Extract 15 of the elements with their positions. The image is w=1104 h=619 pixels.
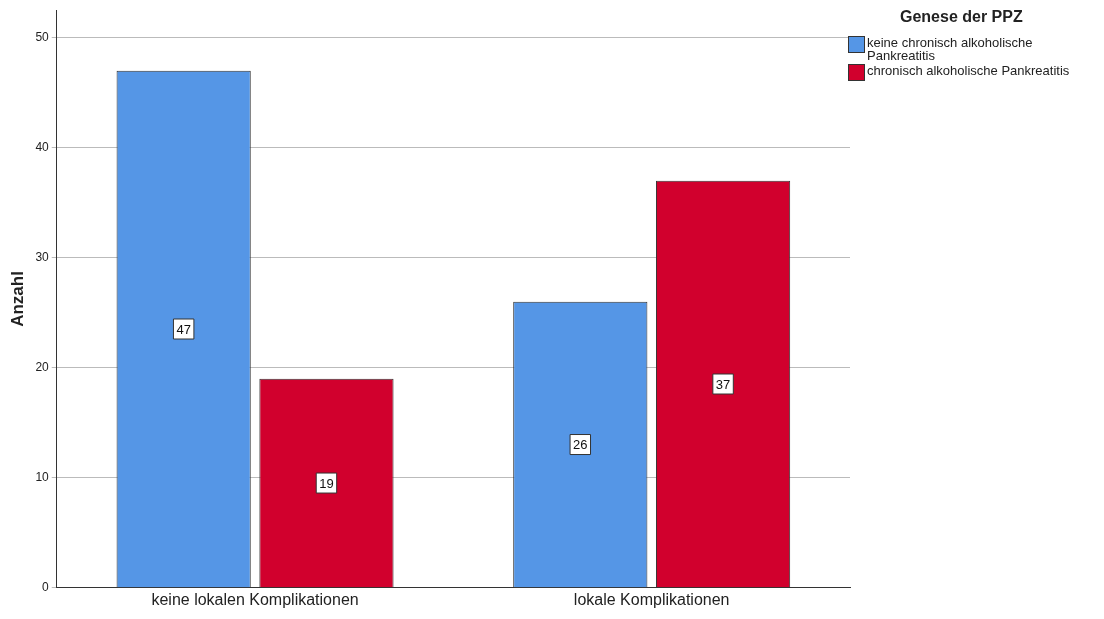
x-tick-label: lokale Komplikationen bbox=[573, 590, 730, 608]
y-tick-label: 0 bbox=[42, 580, 50, 595]
y-tick-label: 40 bbox=[35, 140, 50, 155]
y-tick-label: 10 bbox=[35, 470, 50, 485]
y-tick-label: 50 bbox=[35, 30, 50, 45]
legend-title: Genese der PPZ bbox=[900, 8, 1024, 26]
x-tick-label: keine lokalen Komplikationen bbox=[151, 590, 359, 608]
data-label: 19 bbox=[319, 475, 334, 491]
legend-label: chronisch alkoholische Pankreatitis bbox=[867, 63, 1070, 78]
y-axis-title: Anzahl bbox=[7, 271, 27, 327]
data-label: 47 bbox=[176, 321, 191, 337]
y-tick-label: 30 bbox=[35, 250, 50, 265]
y-tick-label: 20 bbox=[35, 360, 50, 375]
data-label: 26 bbox=[573, 437, 588, 453]
data-label: 37 bbox=[715, 376, 731, 392]
